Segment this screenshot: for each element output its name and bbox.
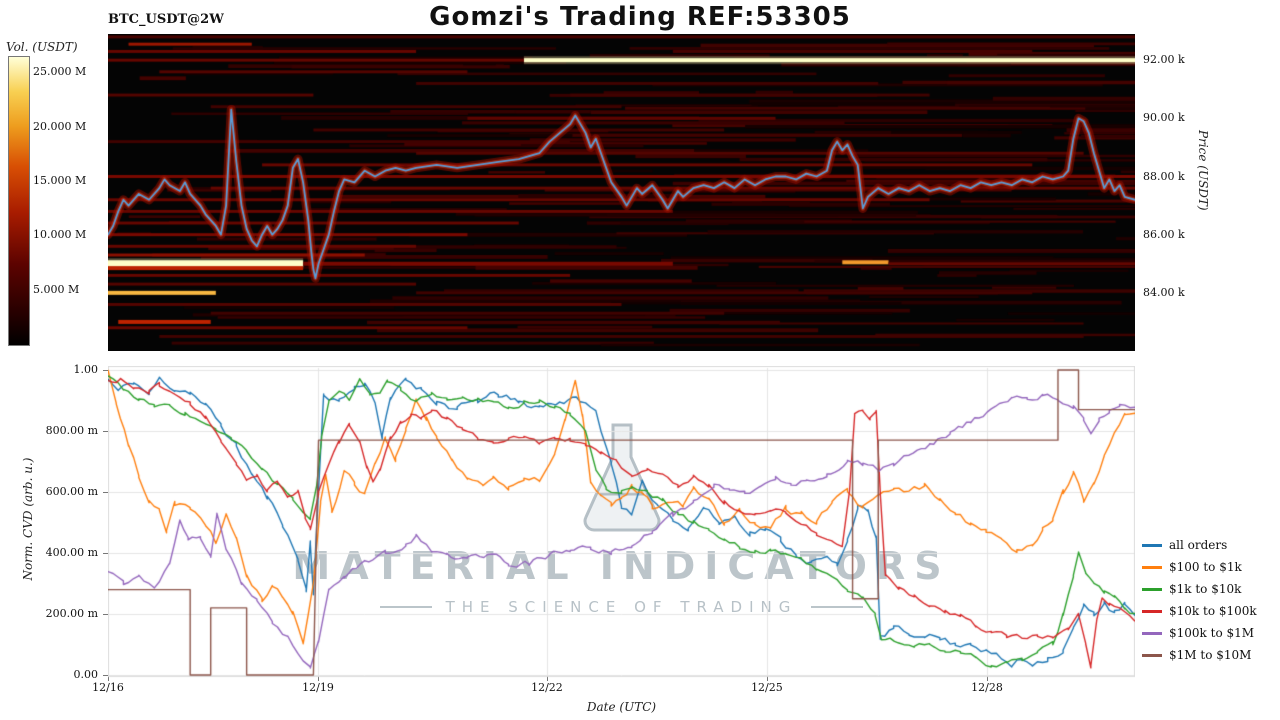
price-axis-label: Price (USDT) [1196, 130, 1210, 211]
page-title: Gomzi's Trading REF:53305 [429, 2, 851, 32]
colorbar-tick-label: 25.000 M [33, 65, 87, 79]
cvd-x-tick-label: 12/22 [531, 681, 563, 694]
cvd-x-tick-label: 12/16 [92, 681, 124, 694]
legend-label: $1M to $10M [1169, 648, 1252, 662]
colorbar-tick-label: 20.000 M [33, 119, 87, 133]
price-tick-label: 90.00 k [1143, 111, 1185, 125]
legend-label: $100k to $1M [1169, 626, 1255, 640]
legend: all orders $100 to $1k $1k to $10k $10k to … [1142, 534, 1257, 666]
colorbar-tick-label: 15.000 M [33, 173, 87, 187]
colorbar-tick-label: 10.000 M [33, 228, 87, 242]
cvd-x-tick-mark [318, 676, 320, 681]
cvd-line-chart [108, 366, 1135, 678]
legend-item: $1M to $10M [1142, 644, 1257, 666]
legend-item: all orders [1142, 534, 1257, 556]
symbol-label: BTC_USDT@2W [108, 12, 224, 27]
cvd-x-tick-mark [987, 676, 988, 681]
legend-line-swatch [1142, 609, 1162, 613]
legend-item: $100k to $1M [1142, 622, 1257, 644]
legend-item: $1k to $10k [1142, 578, 1257, 600]
cvd-x-axis-label: Date (UTC) [586, 700, 657, 714]
legend-item: $10k to $100k [1142, 600, 1257, 622]
legend-line-swatch [1142, 653, 1162, 657]
cvd-y-tick-mark [103, 492, 108, 493]
cvd-y-tick-mark [103, 553, 108, 554]
price-tick-label: 88.00 k [1143, 169, 1185, 183]
legend-item: $100 to $1k [1142, 556, 1257, 578]
cvd-y-tick-mark [103, 431, 108, 432]
legend-label: $1k to $10k [1169, 582, 1242, 596]
cvd-x-tick-mark [108, 676, 109, 681]
colorbar-axis-label: Vol. (USDT) [6, 40, 78, 54]
legend-line-swatch [1142, 565, 1162, 569]
legend-line-swatch [1142, 631, 1162, 635]
cvd-y-tick-label: 800.00 m [45, 424, 98, 437]
legend-label: $10k to $100k [1169, 604, 1257, 618]
price-tick-label: 92.00 k [1143, 53, 1185, 67]
colorbar-tick-label: 5.000 M [33, 282, 80, 296]
legend-label: $100 to $1k [1169, 560, 1242, 574]
cvd-y-tick-mark [103, 370, 108, 371]
cvd-y-tick-mark [103, 614, 108, 615]
cvd-x-tick-label: 12/28 [971, 681, 1003, 694]
cvd-y-tick-label: 1.00 [73, 363, 99, 376]
cvd-x-tick-label: 12/19 [302, 681, 334, 694]
legend-line-swatch [1142, 587, 1162, 591]
cvd-y-tick-label: 0.00 [73, 668, 99, 681]
cvd-y-tick-label: 400.00 m [45, 546, 98, 559]
price-tick-label: 86.00 k [1143, 227, 1185, 241]
cvd-x-tick-label: 12/25 [751, 681, 783, 694]
legend-label: all orders [1169, 538, 1228, 552]
cvd-y-tick-label: 200.00 m [45, 607, 98, 620]
price-tick-label: 84.00 k [1143, 285, 1185, 299]
cvd-y-tick-label: 600.00 m [45, 485, 98, 498]
volume-heatmap-chart [108, 34, 1135, 351]
cvd-x-tick-mark [766, 676, 768, 681]
volume-colorbar [8, 56, 30, 346]
cvd-x-tick-mark [546, 676, 548, 681]
cvd-y-tick-mark [103, 675, 108, 676]
cvd-y-axis-label: Norm. CVD (arb. u.) [21, 457, 35, 581]
legend-line-swatch [1142, 543, 1162, 547]
